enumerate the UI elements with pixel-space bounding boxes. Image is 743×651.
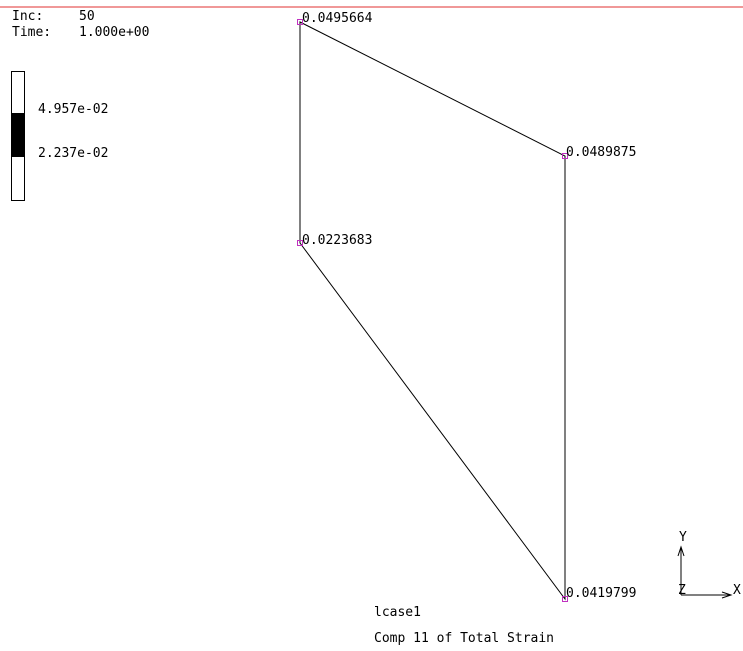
load-case: lcase1 (374, 605, 421, 620)
element (299, 21, 566, 601)
node (297, 19, 303, 25)
triad-y: Y (679, 530, 687, 545)
node (562, 596, 568, 602)
inc-value: 50 (79, 9, 95, 24)
inc-label: Inc: (12, 9, 43, 24)
node-label: 0.0489875 (566, 145, 636, 160)
legend-label: 2.237e-02 (38, 146, 108, 161)
legend-label: 4.957e-02 (38, 102, 108, 117)
node-label: 0.0419799 (566, 586, 636, 601)
legend-band (11, 113, 25, 157)
time-value: 1.000e+00 (79, 25, 149, 40)
node (562, 153, 568, 159)
node-label: 0.0495664 (302, 11, 373, 26)
triad-z: Z (678, 583, 686, 598)
component: Comp 11 of Total Strain (374, 631, 554, 646)
node (297, 240, 303, 246)
triad-x: X (733, 583, 741, 598)
node-label: 0.0223683 (302, 233, 372, 248)
time-label: Time: (12, 25, 51, 40)
axis-triad (677, 545, 733, 599)
